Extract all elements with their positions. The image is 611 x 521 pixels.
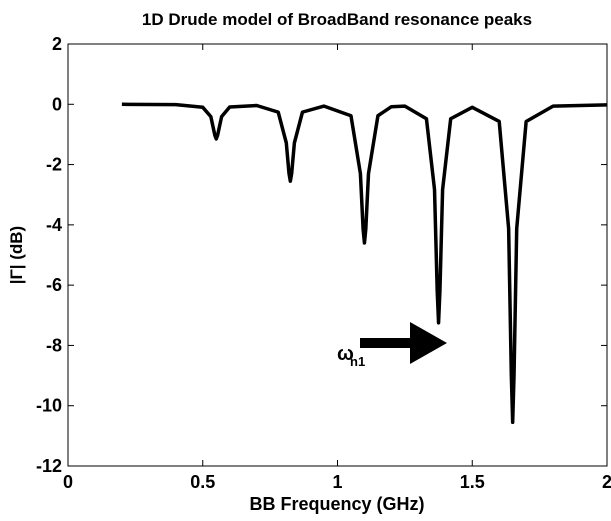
chart-title: 1D Drude model of BroadBand resonance pe… (142, 10, 532, 29)
y-tick-label: -10 (36, 396, 62, 416)
y-tick-label: -6 (46, 275, 62, 295)
x-tick-label: 1 (332, 472, 342, 492)
y-tick-label: 0 (52, 94, 62, 114)
data-line (121, 102, 608, 425)
x-axis-label: BB Frequency (GHz) (249, 494, 424, 514)
y-tick-label: -2 (46, 155, 62, 175)
y-axis-label: |Γ| (dB) (7, 226, 26, 284)
x-tick-label: 1.5 (460, 472, 485, 492)
y-tick-label: 2 (52, 34, 62, 54)
annotation-arrow (360, 322, 447, 364)
annotation-symbol: ω (337, 343, 354, 365)
annotation-subscript: n1 (350, 354, 365, 369)
y-tick-label: -12 (36, 456, 62, 476)
y-tick-label: -8 (46, 335, 62, 355)
x-tick-label: 0.5 (190, 472, 215, 492)
x-tick-label: 0 (63, 472, 73, 492)
x-tick-label: 2 (602, 472, 611, 492)
y-tick-label: -4 (46, 215, 62, 235)
